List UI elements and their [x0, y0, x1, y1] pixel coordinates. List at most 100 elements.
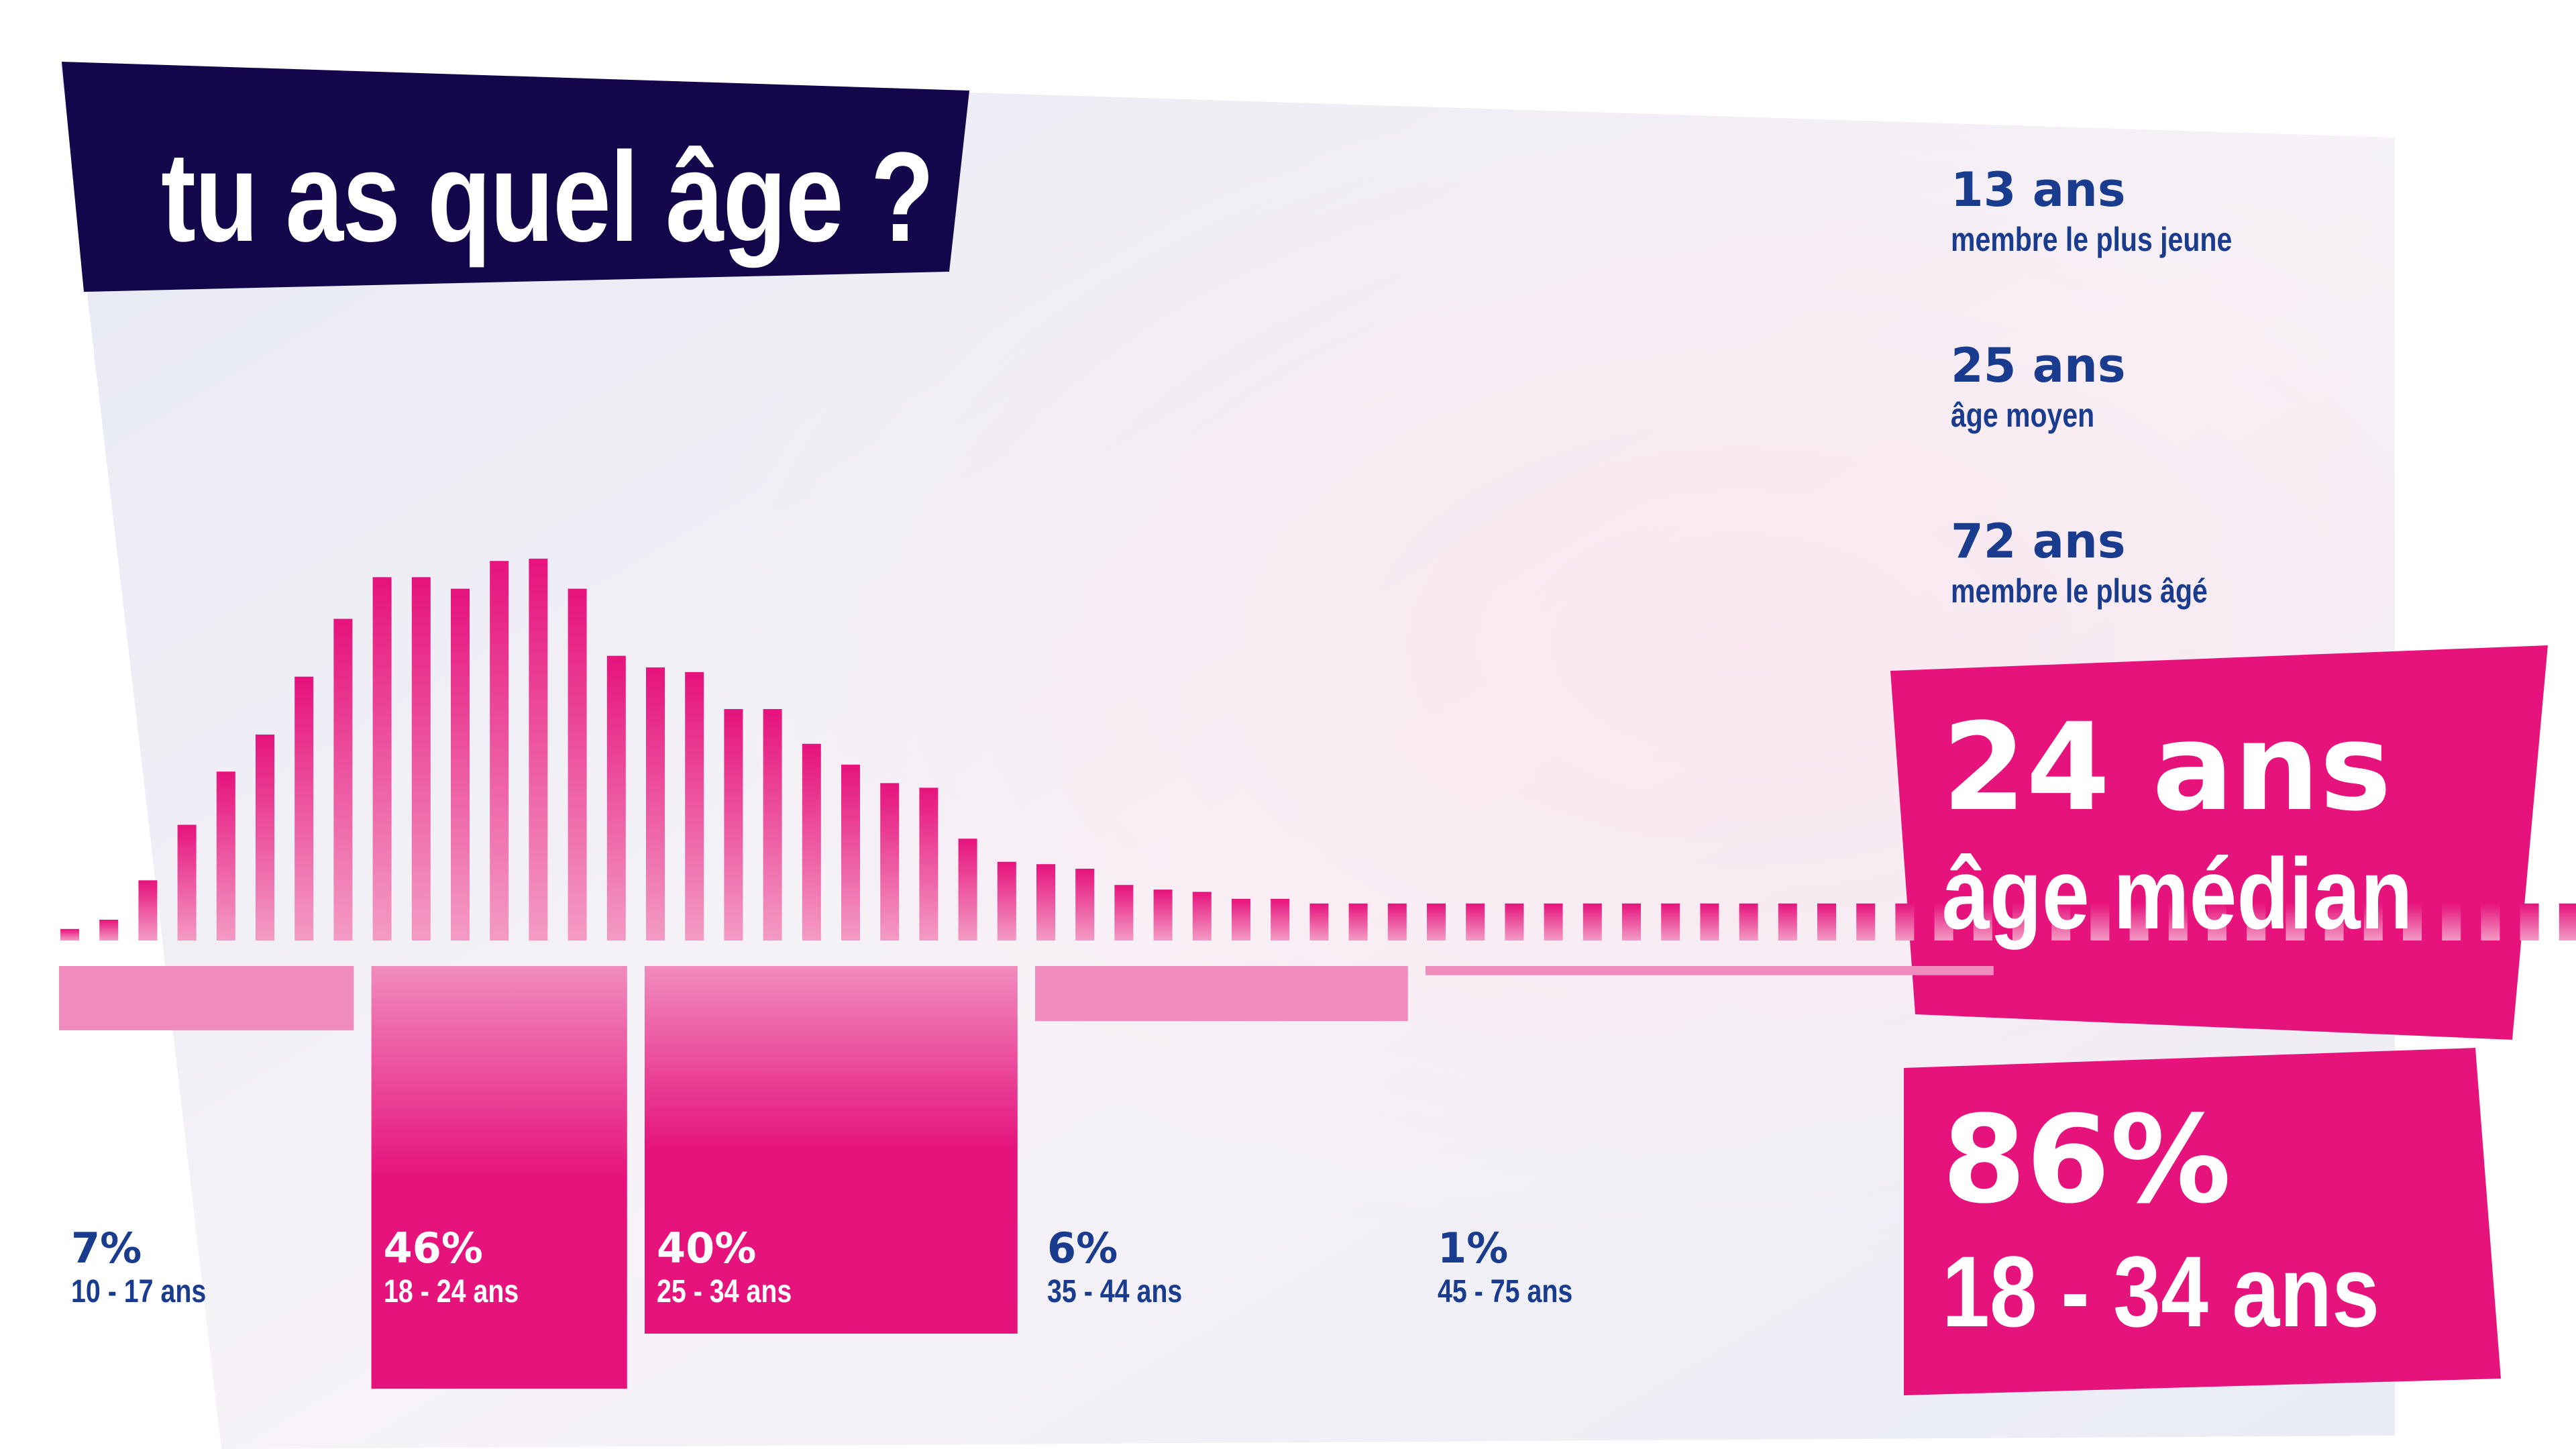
age-bar-32	[919, 788, 938, 941]
age-bar-10	[60, 928, 79, 941]
age-bar-74	[2559, 903, 2576, 941]
stat-youngest-value: 13 ans	[1951, 162, 2126, 217]
median-highlight: 24 ans âge médian	[1942, 708, 2496, 950]
share-box	[1904, 1048, 2501, 1395]
age-distribution-bars	[60, 558, 2576, 941]
group-range: 10 - 17 ans	[71, 1274, 207, 1309]
age-bar-17	[333, 619, 353, 941]
age-bar-13	[177, 824, 197, 941]
age-bar-42	[1309, 903, 1329, 941]
group-bar-2	[371, 966, 627, 1389]
age-bar-22	[529, 558, 548, 941]
age-bar-25	[646, 667, 665, 941]
age-bar-44	[1387, 903, 1407, 941]
age-bar-62	[2090, 903, 2110, 941]
median-label: âge médian	[1942, 837, 2413, 950]
age-bar-38	[1153, 890, 1173, 941]
stat-youngest-label: membre le plus jeune	[1951, 221, 2233, 258]
age-bar-12	[138, 880, 158, 941]
group-percent: 46%	[383, 1224, 483, 1273]
age-bar-31	[880, 783, 900, 941]
group-percent: 7%	[71, 1224, 142, 1273]
age-bar-41	[1271, 898, 1290, 941]
age-bar-33	[958, 839, 977, 941]
age-bar-60	[2012, 903, 2031, 941]
share-highlight: 86% 18 - 34 ans	[1942, 1100, 2457, 1342]
share-value: 86%	[1942, 1090, 2231, 1230]
age-bar-67	[2286, 903, 2305, 941]
age-bar-19	[411, 577, 431, 941]
age-bar-45	[1427, 903, 1446, 941]
age-bar-66	[2247, 903, 2266, 941]
age-bar-43	[1348, 903, 1368, 941]
age-bar-23	[568, 588, 587, 941]
age-bar-30	[841, 764, 860, 941]
age-bar-21	[490, 561, 509, 941]
age-bar-35	[1036, 864, 1055, 941]
group-label-1: 7% 10 - 17 ans	[71, 1228, 235, 1308]
stat-oldest: 72 ans membre le plus âgé	[1951, 518, 2264, 610]
age-bar-50	[1622, 903, 1641, 941]
group-label-2: 46% 18 - 24 ans	[384, 1228, 548, 1308]
stat-average-value: 25 ans	[1951, 338, 2126, 393]
age-bar-73	[2520, 903, 2539, 941]
age-bar-72	[2481, 903, 2500, 941]
age-bar-11	[99, 920, 119, 941]
stat-average: 25 ans âge moyen	[1951, 342, 2126, 435]
group-label-4: 6% 35 - 44 ans	[1047, 1228, 1212, 1308]
age-bar-36	[1075, 869, 1095, 941]
age-bar-58	[1934, 903, 1953, 941]
age-bar-15	[256, 735, 274, 941]
stat-oldest-value: 72 ans	[1951, 514, 2126, 569]
group-percent: 1%	[1438, 1224, 1509, 1273]
group-label-5: 1% 45 - 75 ans	[1438, 1228, 1602, 1308]
group-range: 18 - 24 ans	[383, 1274, 519, 1309]
age-bar-39	[1192, 892, 1212, 941]
age-bar-47	[1505, 903, 1524, 941]
share-label: 18 - 34 ans	[1942, 1235, 2380, 1348]
median-box	[1890, 645, 2548, 1040]
age-bar-64	[2168, 903, 2188, 941]
age-bar-24	[606, 655, 626, 941]
age-bar-68	[2324, 903, 2344, 941]
group-bar-4	[1035, 966, 1408, 1022]
group-bar-1	[59, 966, 354, 1030]
age-bar-52	[1700, 903, 1719, 941]
page-title: tu as quel âge ?	[161, 126, 934, 268]
age-bar-51	[1661, 903, 1680, 941]
group-percent: 6%	[1047, 1224, 1118, 1273]
age-bar-61	[2051, 903, 2071, 941]
age-bar-63	[2129, 903, 2149, 941]
age-bar-29	[802, 743, 821, 941]
group-range: 45 - 75 ans	[1438, 1274, 1573, 1309]
group-range: 25 - 34 ans	[657, 1274, 792, 1309]
age-bar-65	[2208, 903, 2226, 941]
age-bar-70	[2403, 903, 2422, 941]
group-bar-5	[1426, 966, 1994, 975]
age-bar-56	[1856, 903, 1876, 941]
age-bar-20	[451, 588, 470, 941]
group-label-3: 40% 25 - 34 ans	[657, 1228, 821, 1308]
age-bar-18	[372, 577, 392, 941]
age-bar-54	[1778, 903, 1797, 941]
age-bar-37	[1114, 885, 1134, 941]
age-bar-14	[216, 771, 235, 941]
stat-oldest-label: membre le plus âgé	[1951, 572, 2208, 610]
group-percent: 40%	[657, 1224, 757, 1273]
age-bar-34	[997, 861, 1016, 941]
age-bar-55	[1817, 903, 1836, 941]
age-bar-46	[1466, 903, 1485, 941]
age-bar-48	[1544, 903, 1563, 941]
group-bar-3	[645, 966, 1018, 1334]
age-bar-71	[2442, 903, 2461, 941]
age-bar-57	[1895, 903, 1915, 941]
age-bar-69	[2363, 903, 2383, 941]
age-bar-53	[1739, 903, 1758, 941]
age-bar-27	[724, 709, 743, 941]
group-range: 35 - 44 ans	[1047, 1274, 1183, 1309]
age-bar-40	[1232, 898, 1250, 941]
stat-average-label: âge moyen	[1951, 396, 2095, 434]
title-banner	[62, 62, 969, 292]
age-bar-49	[1582, 903, 1602, 941]
